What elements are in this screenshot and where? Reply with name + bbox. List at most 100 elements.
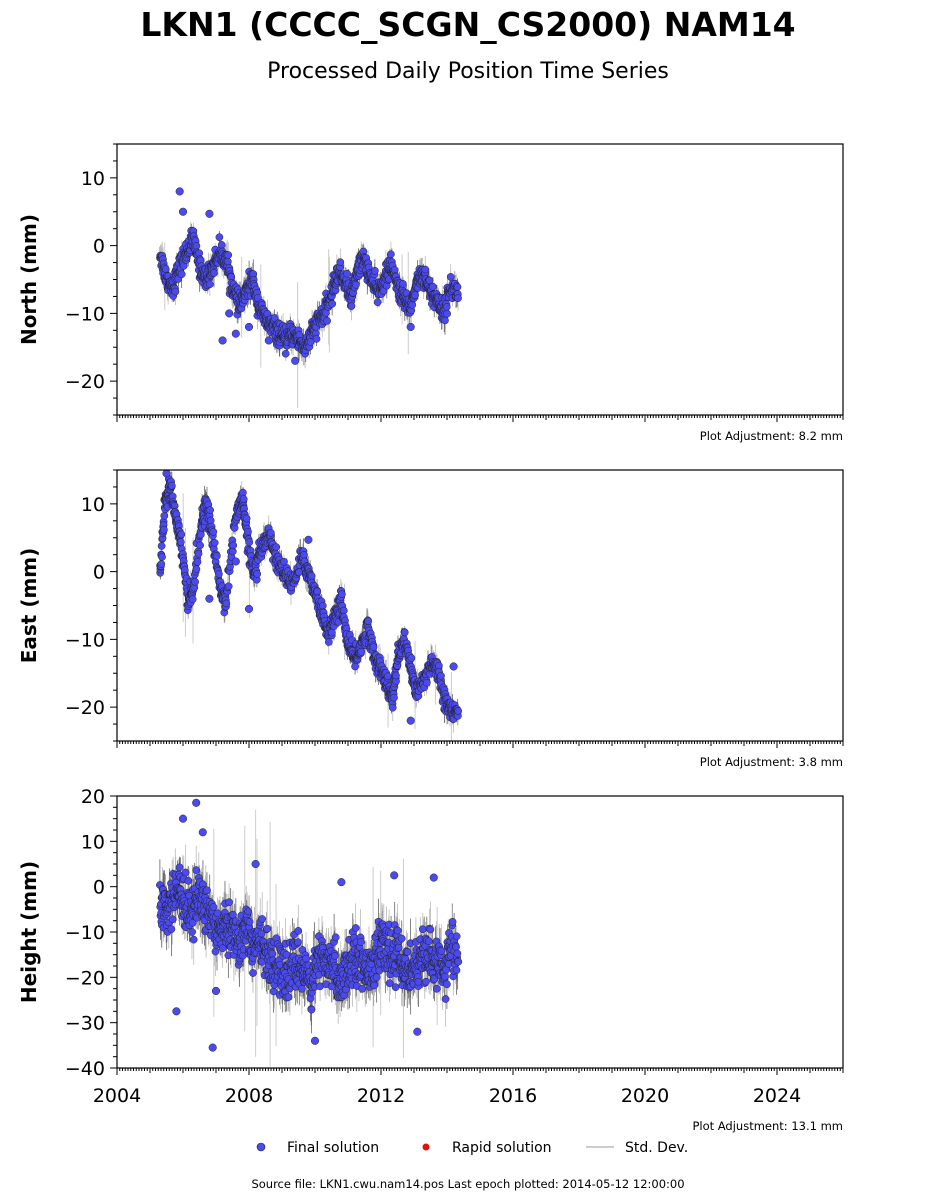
final-solution-point xyxy=(215,233,224,242)
final-solution-point xyxy=(406,716,415,725)
east-panel: −20 −10 0 10 East (mm) Plot Adjustment: 3.8 m… xyxy=(17,469,844,769)
final-solution-point xyxy=(161,265,170,273)
final-solution-point xyxy=(313,587,322,596)
final-solution-point xyxy=(454,294,462,303)
final-solution-point xyxy=(324,638,333,646)
final-solution-point xyxy=(192,242,201,250)
final-solution-point xyxy=(188,595,197,604)
final-solution-point xyxy=(205,280,214,289)
final-solution-point xyxy=(160,511,169,520)
final-solution-point xyxy=(193,558,202,566)
y-axis-label: North (mm) xyxy=(17,214,41,345)
final-solution-point xyxy=(209,527,218,536)
final-solution-point xyxy=(323,317,331,325)
final-solution-point xyxy=(328,299,337,308)
final-solution-point xyxy=(449,662,458,671)
y-tick-label: 0 xyxy=(93,236,105,258)
final-solution-point xyxy=(210,269,218,277)
final-solution-point xyxy=(244,322,254,331)
figure-subtitle: Processed Daily Position Time Series xyxy=(267,59,669,84)
final-solution-point xyxy=(210,538,219,547)
plot-adjustment-note: Plot Adjustment: 8.2 mm xyxy=(700,429,843,443)
final-solution-point xyxy=(191,577,199,586)
final-solution-point xyxy=(194,549,203,558)
final-solution-point xyxy=(407,654,416,662)
final-solution-point xyxy=(429,282,437,291)
final-solution-point xyxy=(453,283,462,291)
final-solution-point xyxy=(443,309,451,318)
y-tick-label: 0 xyxy=(93,562,105,584)
final-solution-point xyxy=(196,530,205,539)
final-solution-point xyxy=(390,693,398,702)
final-solution-point xyxy=(218,336,227,345)
final-solution-point xyxy=(406,322,415,331)
final-solution-point xyxy=(176,538,185,546)
final-solution-point xyxy=(304,535,313,544)
final-solution-point xyxy=(264,336,273,345)
final-solution-point xyxy=(160,525,168,534)
final-solution-point xyxy=(206,506,214,514)
plot-adjustment-note: Plot Adjustment: 3.8 mm xyxy=(700,755,843,769)
final-solution-point xyxy=(253,570,262,578)
final-solution-point xyxy=(223,257,232,266)
y-tick-label: −20 xyxy=(65,697,105,719)
final-solution-point xyxy=(196,541,204,550)
final-solution-point xyxy=(272,543,281,551)
y-tick-label: 10 xyxy=(81,168,105,190)
final-solution-point xyxy=(245,538,254,547)
final-solution-point xyxy=(446,273,455,281)
final-solution-point xyxy=(347,302,356,310)
final-solution-point xyxy=(307,571,316,580)
data-layer xyxy=(156,187,462,408)
final-solution-point xyxy=(231,557,240,566)
final-solution-point xyxy=(442,303,451,311)
final-solution-point xyxy=(175,187,184,196)
final-solution-point xyxy=(388,703,397,712)
figure-title: LKN1 (CCCC_SCGN_CS2000) NAM14 xyxy=(140,5,795,44)
final-solution-point xyxy=(392,671,400,680)
final-solution-point xyxy=(411,291,419,299)
final-solution-point xyxy=(339,606,348,615)
final-solution-point xyxy=(266,528,275,537)
y-axis-label: East (mm) xyxy=(17,548,41,664)
final-solution-point xyxy=(369,643,378,651)
final-solution-point xyxy=(177,530,186,539)
north-panel: −20 −10 0 10 North (mm) Plot Adjustment: 8.2 … xyxy=(17,143,844,443)
final-solution-point xyxy=(399,280,407,288)
final-solution-point xyxy=(364,617,373,626)
final-solution-point xyxy=(306,338,315,346)
final-solution-point xyxy=(425,276,434,285)
final-solution-point xyxy=(213,552,221,560)
final-solution-point xyxy=(205,594,214,603)
final-solution-point xyxy=(300,551,308,559)
final-solution-point xyxy=(177,270,186,279)
final-solution-point xyxy=(437,671,445,680)
final-solution-point xyxy=(336,258,345,267)
final-solution-point xyxy=(167,481,176,490)
final-solution-point xyxy=(400,628,409,637)
final-solution-point xyxy=(158,553,166,561)
final-solution-point xyxy=(157,542,166,550)
plot-frame xyxy=(116,143,844,416)
final-solution-point xyxy=(422,678,431,687)
final-solution-point xyxy=(408,300,417,309)
y-tick-label: −20 xyxy=(65,371,105,393)
final-solution-point xyxy=(205,209,214,218)
final-solution-point xyxy=(242,514,251,523)
final-solution-point xyxy=(217,241,226,249)
final-solution-point xyxy=(162,470,171,478)
final-solution-point xyxy=(338,590,346,598)
final-solution-point xyxy=(291,356,300,365)
final-solution-point xyxy=(352,280,360,289)
final-solution-point xyxy=(224,251,233,259)
final-solution-point xyxy=(441,316,449,325)
final-solution-point xyxy=(281,349,290,358)
final-solution-point xyxy=(224,582,233,591)
data-layer xyxy=(156,798,463,1067)
y-tick-label: −10 xyxy=(65,629,105,651)
final-solution-point xyxy=(373,298,382,307)
final-solution-point xyxy=(229,541,238,550)
final-solution-point xyxy=(178,207,188,216)
